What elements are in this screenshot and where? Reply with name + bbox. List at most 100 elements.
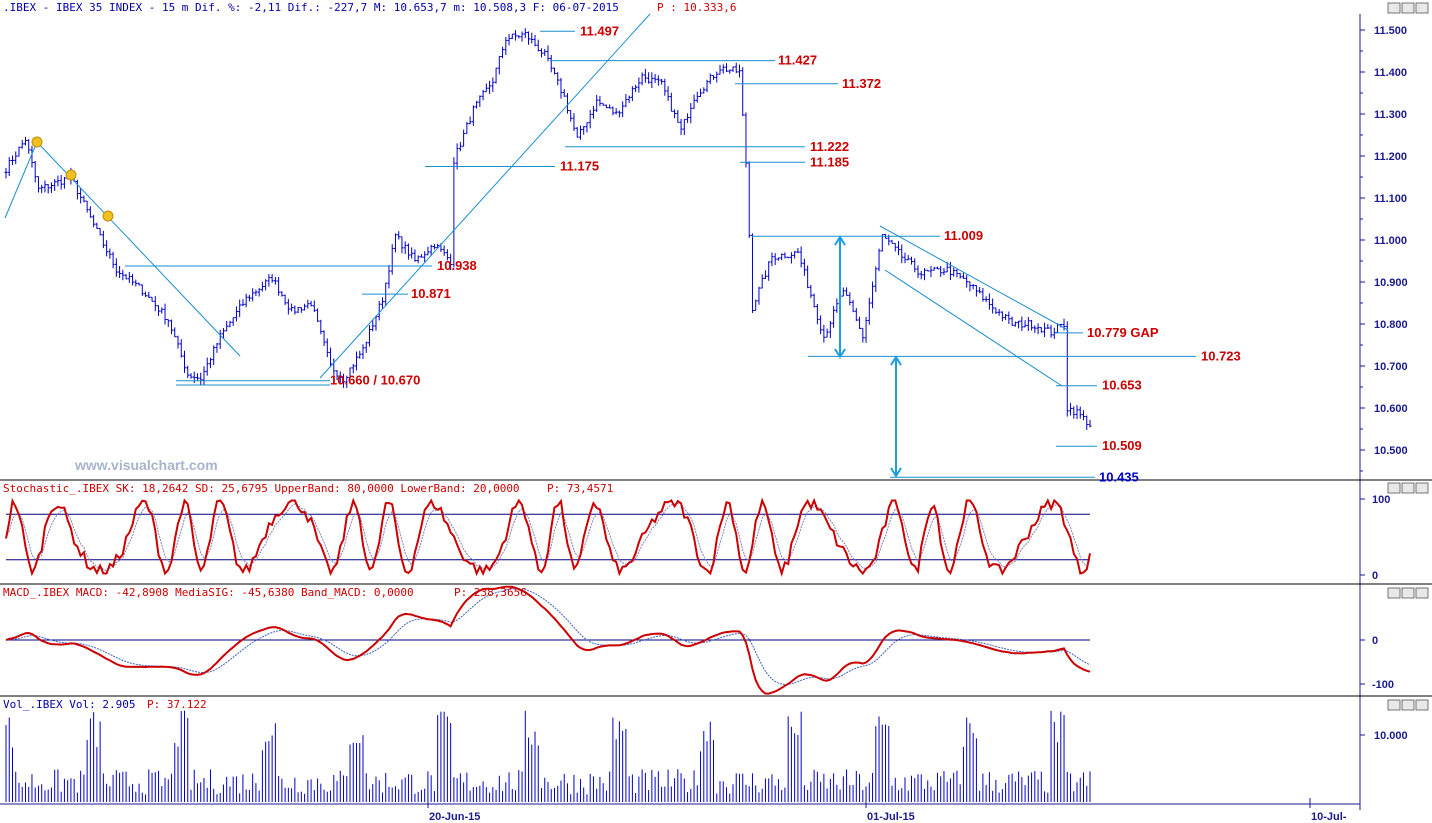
trend-line [4,141,38,219]
maximize-button[interactable] [1401,587,1415,599]
close-button[interactable] [1415,587,1429,599]
candle [926,269,930,272]
minimize-button[interactable] [1387,699,1401,711]
candle [978,287,982,294]
level-label: 10.509 [1102,438,1142,453]
candle [358,350,362,359]
candle [432,243,436,250]
watermark: www.visualchart.com [74,457,218,473]
minimize-button[interactable] [1387,587,1401,599]
volume-tick: 10.000 [1374,730,1408,742]
candle [397,231,401,240]
candle [611,106,615,116]
candle [653,73,657,83]
stoch-tick: 0 [1372,570,1378,582]
candle [939,265,943,277]
price-tick: 10.800 [1374,319,1408,331]
candle [410,247,414,259]
candle [682,118,686,136]
maximize-button[interactable] [1401,699,1415,711]
candle [835,298,839,313]
candle [621,101,625,118]
candle [647,72,651,84]
minimize-button[interactable] [1387,2,1401,14]
candle [30,145,34,168]
candle [725,63,729,72]
candle [293,305,297,315]
candle [325,338,329,358]
macd-line [5,585,1091,695]
price-tick: 11.000 [1374,235,1407,247]
candle [712,74,716,80]
candle [812,293,816,308]
candle [79,188,83,204]
candle [961,272,965,279]
candle [374,316,378,331]
close-button[interactable] [1415,2,1429,14]
volume-panel: 10.000 [5,710,1408,802]
window-buttons-stoch[interactable] [1387,482,1429,494]
candle [871,281,875,309]
candle [715,71,719,83]
pivot-marker [65,169,77,181]
candle [309,300,313,307]
stoch-header: Stochastic_.IBEX SK: 18,2642 SD: 25,6795… [3,482,520,495]
candle [783,252,787,259]
maximize-button[interactable] [1401,2,1415,14]
candle [497,56,501,75]
window-buttons-macd[interactable] [1387,587,1429,599]
level-label: 10.871 [411,286,451,301]
price-tick: 11.400 [1374,67,1407,79]
candle [815,303,819,325]
candle [23,136,27,146]
candle [465,121,469,135]
candle [306,299,310,309]
candle [150,296,154,302]
candle [955,269,959,278]
candle [319,319,323,335]
candle [780,253,784,261]
candle [471,105,475,126]
candle [176,335,180,349]
price-tick: 11.300 [1374,109,1407,121]
candle [105,240,109,257]
candle [10,155,14,165]
candle [994,307,998,315]
candle [468,116,472,125]
close-button[interactable] [1415,482,1429,494]
candle [660,78,664,85]
candle [721,64,725,74]
window-buttons-vol[interactable] [1387,699,1429,711]
candle [406,243,410,260]
candle [189,373,193,379]
minimize-button[interactable] [1387,482,1401,494]
candle [14,151,18,165]
candle [27,139,31,154]
maximize-button[interactable] [1401,482,1415,494]
level-label: 11.175 [560,159,599,174]
candle [932,266,936,271]
candle [221,327,225,339]
candle [737,64,741,78]
candle [400,236,404,254]
candle [387,264,391,289]
candle [858,316,862,329]
candle [131,273,135,286]
candle [423,251,427,263]
candle [390,244,394,275]
candle [286,298,290,315]
candle [952,267,956,277]
close-button[interactable] [1415,699,1429,711]
candle [367,325,371,347]
candle [1000,311,1004,322]
trend-line [879,225,1069,331]
stoch-signal [5,502,1091,572]
candle [974,284,978,297]
candle [1036,323,1040,335]
candle [329,347,333,368]
candle [523,28,527,38]
candle [1007,311,1011,325]
window-buttons-price[interactable] [1387,2,1429,14]
candle [218,329,222,350]
price-header: .IBEX - IBEX 35 INDEX - 15 m Dif. %: -2,… [3,1,619,14]
